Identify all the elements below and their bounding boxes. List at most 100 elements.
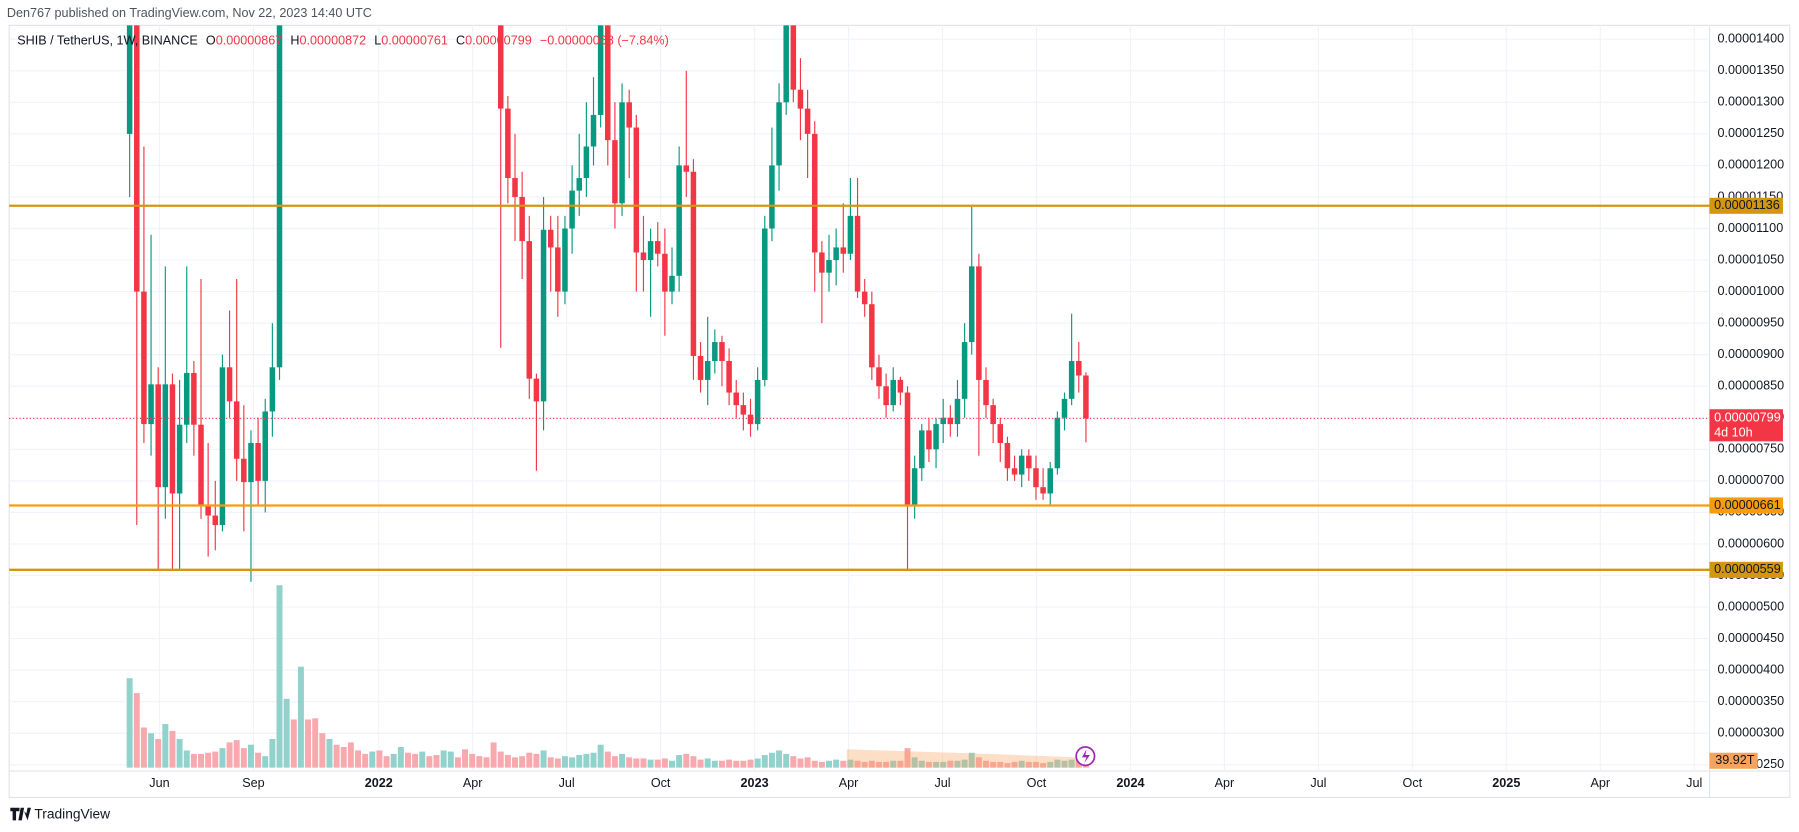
candle-body: [576, 178, 582, 191]
y-tick-label: 0.00001100: [1718, 221, 1784, 235]
volume-bar: [497, 751, 504, 768]
volume-bar: [412, 753, 419, 768]
level-label-bg: [1709, 197, 1783, 214]
candle-body: [804, 108, 811, 134]
candle-body: [1018, 455, 1025, 475]
volume-bar: [1004, 763, 1011, 768]
volume-profile: [846, 749, 1079, 768]
volume-bar: [918, 760, 925, 768]
candles: [126, 25, 1089, 582]
volume-bar: [968, 752, 975, 768]
candle-body: [840, 247, 847, 254]
candle-body: [690, 171, 697, 356]
volume-bar: [661, 758, 668, 768]
candle-body: [547, 229, 554, 248]
volume-bar: [355, 750, 361, 768]
brand: TradingView: [34, 806, 110, 821]
candle-body: [797, 89, 804, 109]
candle-body: [990, 405, 996, 425]
volume-bar: [547, 757, 554, 768]
volume-bar: [233, 740, 240, 768]
candle-body: [1054, 417, 1061, 469]
y-tick-label: 0.00000950: [1718, 315, 1785, 329]
candle-body: [740, 405, 747, 415]
candle-body: [1068, 360, 1075, 399]
volume-bar: [569, 757, 576, 768]
candle-body: [505, 108, 511, 179]
candle-body: [933, 424, 939, 450]
h-value: 0.00000872: [300, 34, 367, 48]
candle-body: [897, 379, 904, 393]
last-price-label: 0.00000799: [1714, 411, 1781, 425]
volume-bar: [290, 719, 297, 768]
candle-body: [968, 266, 975, 343]
volume-bar: [847, 759, 854, 768]
candle-body: [733, 392, 739, 406]
candle-body: [241, 458, 247, 483]
volume-bar: [190, 753, 197, 768]
candle-body: [662, 253, 668, 292]
volume-bar: [811, 760, 818, 768]
volume-bar: [1061, 760, 1068, 768]
y-tick-label: 0.00001000: [1718, 284, 1785, 298]
candle-body: [904, 392, 911, 506]
event-icon-bolt: [1081, 749, 1090, 764]
y-tick-label: 0.00000300: [1718, 726, 1785, 740]
candle-body: [198, 424, 204, 505]
candle-body: [597, 25, 604, 115]
volume-bar: [833, 759, 840, 768]
volume-bar: [483, 757, 490, 768]
volume-bar: [426, 756, 433, 768]
o-value: 0.00000867: [216, 34, 283, 48]
volume-bar: [690, 756, 697, 768]
x-tick-label: Apr: [1215, 776, 1235, 790]
volume-pane: [126, 585, 1089, 768]
volume-bar: [925, 761, 932, 768]
candle-body: [1040, 487, 1046, 494]
x-tick-label: 2023: [741, 776, 769, 790]
candle-body: [997, 424, 1004, 444]
candle-body: [569, 190, 575, 229]
candle-body: [590, 114, 597, 147]
candle-body: [876, 367, 882, 387]
candle-body: [233, 401, 240, 459]
volume-bar: [854, 760, 861, 768]
candle-body: [854, 215, 861, 292]
volume-bar: [133, 693, 140, 768]
volume-bar: [583, 753, 590, 768]
volume-bar: [240, 748, 247, 768]
volume-bar: [875, 761, 882, 768]
y-tick-label: 0.00000850: [1718, 379, 1785, 393]
volume-bar: [347, 742, 354, 768]
y-tick-label: 0.00000450: [1718, 631, 1785, 645]
volume-bar: [440, 750, 447, 768]
volume-bar: [597, 744, 604, 768]
volume-bar: [205, 752, 212, 768]
volume-bar: [176, 738, 183, 768]
candle-body: [605, 25, 611, 141]
candle-body: [926, 430, 932, 450]
y-tick-label: 0.00000700: [1718, 473, 1785, 487]
volume-bar: [633, 758, 640, 768]
candle-body: [1076, 360, 1082, 376]
volume-bar: [733, 760, 740, 768]
volume-bar: [997, 761, 1004, 768]
candle-body: [976, 266, 982, 380]
x-tick-label: Jul: [934, 776, 950, 790]
volume-bar: [676, 755, 683, 768]
volume-bar: [619, 753, 626, 768]
candle-body: [1033, 468, 1039, 488]
volume-bar: [1068, 759, 1075, 768]
last-price-bg: [1709, 409, 1783, 442]
volume-bar: [169, 730, 176, 768]
volume-bar: [433, 755, 440, 768]
volume-bar: [1011, 761, 1018, 768]
candle-body: [790, 25, 797, 90]
countdown: 4d 10h: [1714, 426, 1753, 440]
x-tick-label: Apr: [839, 776, 859, 790]
volume-bar: [761, 755, 768, 768]
candle-body: [1004, 443, 1011, 469]
volume-bar: [590, 752, 597, 768]
frame: [8, 24, 1791, 799]
